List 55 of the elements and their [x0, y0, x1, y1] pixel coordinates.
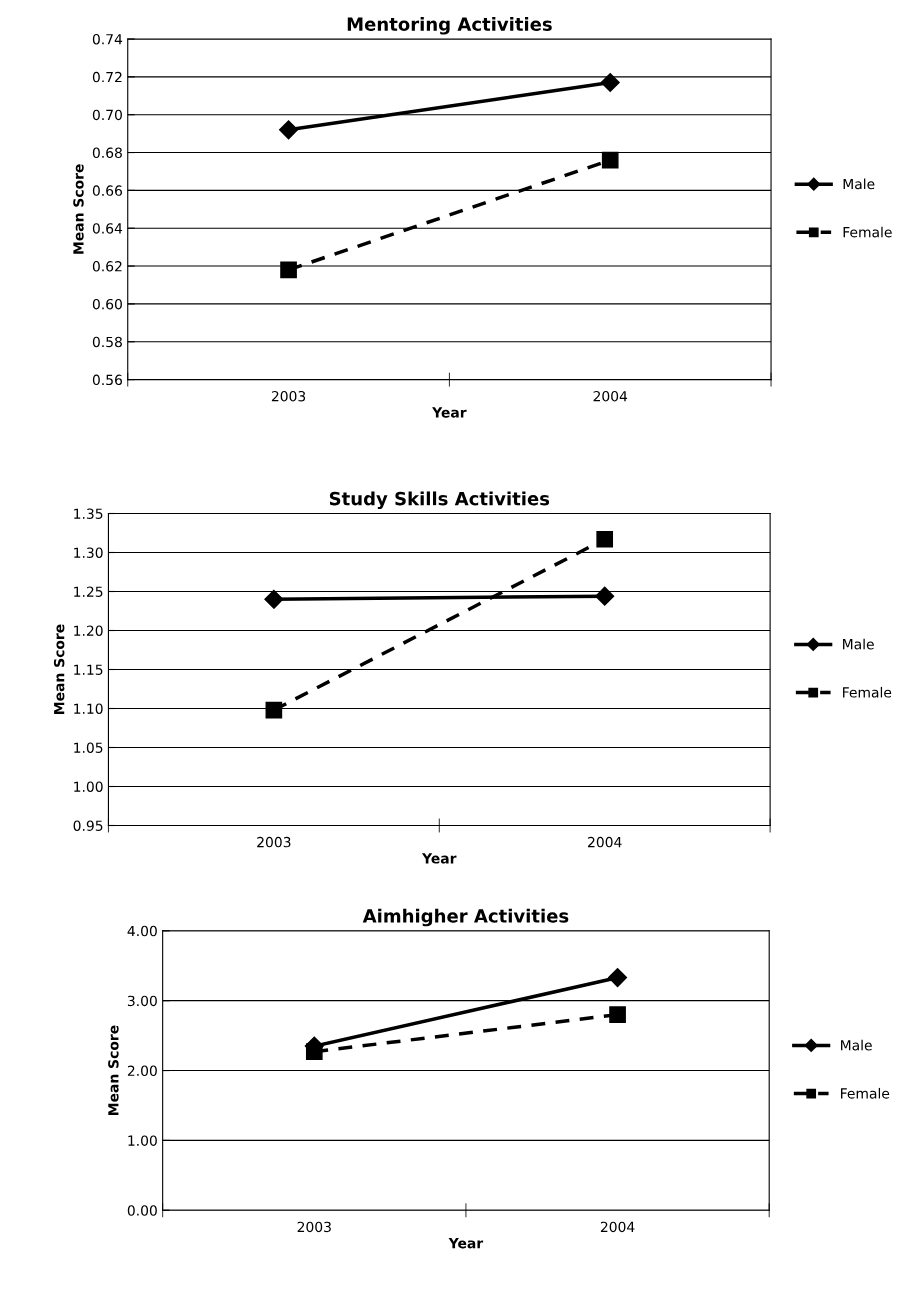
- legend-label: Female: [841, 1087, 890, 1099]
- legend-label: Male: [843, 178, 875, 190]
- y-tick-label: 1.15: [74, 664, 103, 675]
- y-tick-label: 1.00: [74, 781, 103, 792]
- y-tick-label: 1.20: [74, 625, 103, 636]
- point: [265, 701, 283, 719]
- y-tick-label: 0.00: [127, 1205, 157, 1216]
- point: [279, 120, 299, 140]
- y-axis-title: Mean Score: [53, 624, 65, 714]
- y-tick-label: 1.25: [74, 586, 103, 597]
- point: [609, 1006, 626, 1023]
- x-tick-label: 2004: [588, 836, 622, 848]
- x-axis-title: Year: [432, 407, 467, 418]
- point: [601, 151, 619, 169]
- y-tick-label: 0.60: [92, 298, 122, 310]
- legend-label: Male: [841, 1039, 872, 1051]
- y-tick-label: 0.74: [92, 33, 123, 45]
- point: [596, 530, 614, 548]
- legend-label: Male: [843, 638, 874, 650]
- y-tick-label: 0.70: [92, 109, 122, 121]
- x-tick-label: 2004: [600, 1221, 635, 1233]
- chart-title: Mentoring Activities: [347, 16, 552, 35]
- x-tick-label: 2003: [297, 1221, 331, 1233]
- y-tick-label: 1.35: [74, 508, 103, 519]
- legend-label: Female: [843, 226, 892, 238]
- point: [608, 968, 628, 988]
- y-axis-title: Mean Score: [73, 164, 84, 254]
- point: [595, 586, 615, 606]
- y-axis-title: Mean Score: [108, 1025, 119, 1115]
- y-tick-label: 0.58: [92, 336, 122, 348]
- y-tick-label: 0.72: [92, 71, 122, 83]
- x-tick-label: 2003: [271, 390, 306, 402]
- y-tick-label: 1.30: [74, 547, 103, 558]
- x-tick-label: 2004: [593, 390, 628, 402]
- y-tick-label: 0.64: [92, 223, 123, 234]
- y-tick-label: 0.95: [73, 820, 103, 831]
- y-tick-label: 4.00: [127, 925, 157, 937]
- y-tick-label: 1.05: [74, 742, 103, 753]
- chart-title: Aimhigher Activities: [362, 908, 569, 927]
- x-axis-title: Year: [448, 1238, 484, 1249]
- point: [280, 261, 297, 279]
- y-tick-label: 0.62: [92, 261, 122, 272]
- y-tick-label: 1.10: [74, 703, 103, 714]
- y-tick-label: 0.56: [92, 374, 123, 386]
- x-tick-label: 2003: [257, 836, 291, 848]
- chart-title: Study Skills Activities: [329, 491, 550, 510]
- y-tick-label: 3.00: [127, 995, 157, 1007]
- point: [264, 589, 284, 609]
- y-tick-label: 2.00: [127, 1065, 157, 1077]
- y-tick-label: 1.00: [128, 1135, 157, 1146]
- x-axis-title: Year: [421, 853, 457, 864]
- y-tick-label: 0.68: [92, 147, 122, 159]
- y-tick-label: 0.66: [92, 185, 123, 196]
- point: [600, 72, 620, 93]
- legend-label: Female: [843, 686, 892, 698]
